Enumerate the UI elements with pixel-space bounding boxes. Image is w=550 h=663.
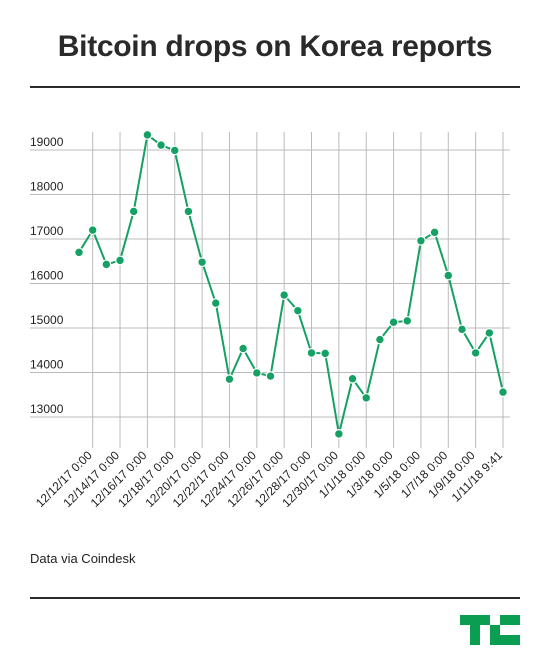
data-point <box>156 140 166 151</box>
data-point <box>347 373 358 384</box>
y-tick-label: 18000 <box>30 180 64 194</box>
data-point <box>197 257 207 268</box>
data-point <box>416 235 426 246</box>
techcrunch-logo <box>460 615 520 645</box>
line-chart: 13000 14000 15000 16000 17000 18000 19000 12/1… <box>30 129 510 510</box>
data-point <box>87 225 98 236</box>
bottom-divider <box>30 597 520 599</box>
data-point <box>498 387 508 397</box>
data-point <box>101 259 112 270</box>
grid <box>30 132 510 448</box>
top-divider <box>30 86 520 88</box>
data-point <box>388 317 399 328</box>
data-point <box>183 206 194 217</box>
y-tick-label: 15000 <box>30 313 64 327</box>
y-tick-label: 16000 <box>30 269 64 283</box>
data-point <box>361 392 372 403</box>
data-point <box>484 327 495 338</box>
data-point <box>210 298 221 308</box>
source-note: Data via Coindesk <box>30 551 136 566</box>
data-point <box>457 324 467 335</box>
data-point <box>115 255 125 266</box>
logo-shape <box>500 615 520 625</box>
data-point <box>375 334 385 345</box>
logo-shape <box>490 625 500 645</box>
logo-shape <box>470 625 480 645</box>
data-point <box>292 305 303 316</box>
y-tick-label: 13000 <box>30 402 64 416</box>
data-point <box>142 129 153 140</box>
data-point <box>279 290 290 300</box>
data-point <box>306 348 317 358</box>
data-point <box>74 247 84 258</box>
data-point <box>265 371 276 381</box>
y-tick-label: 14000 <box>30 358 64 372</box>
data-point <box>128 206 139 217</box>
data-point <box>429 227 440 238</box>
series-line <box>74 129 508 439</box>
logo-shape <box>460 615 490 625</box>
data-point <box>333 429 344 439</box>
logo-shape <box>500 635 520 645</box>
data-point <box>320 348 331 359</box>
data-point <box>224 374 235 385</box>
data-point <box>238 343 249 354</box>
chart-title: Bitcoin drops on Korea reports <box>57 30 493 63</box>
data-point <box>443 270 454 281</box>
y-axis-ticks: 13000 14000 15000 16000 17000 18000 19000 <box>30 135 64 416</box>
y-tick-label: 19000 <box>30 135 64 149</box>
data-point <box>251 368 262 378</box>
data-point <box>169 145 180 156</box>
data-point <box>402 315 413 326</box>
y-tick-label: 17000 <box>30 224 64 238</box>
data-point <box>470 348 481 358</box>
series-line-path <box>78 133 504 435</box>
